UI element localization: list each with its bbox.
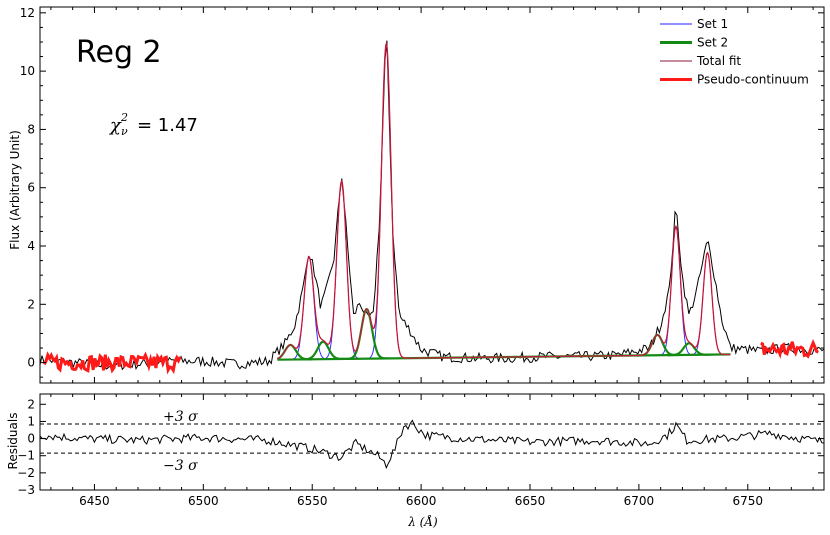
chi2-superscript: 2 — [120, 111, 128, 124]
plus-3sigma-label: +3 σ — [163, 409, 198, 425]
set2-component-line-1 — [301, 340, 345, 361]
flux-y-tick-label: 6 — [27, 181, 35, 195]
residuals-y-tick-label: −3 — [17, 483, 35, 497]
chi2-subscript: ν — [121, 125, 128, 138]
x-tick-label: 6550 — [297, 494, 328, 508]
flux-axis-label: Flux (Arbitrary Unit) — [8, 130, 22, 249]
set1-component-line-2 — [364, 41, 408, 360]
flux-y-tick-label: 4 — [27, 239, 35, 253]
residuals-y-tick-label: 2 — [27, 397, 35, 411]
set1-component-line-1 — [319, 180, 364, 360]
legend-label: Pseudo-continuum — [697, 73, 809, 87]
flux-y-tick-label: 0 — [27, 356, 35, 370]
pseudo-continuum-right-line — [760, 339, 819, 360]
flux-y-tick-label: 10 — [20, 64, 35, 78]
set1-component-line-0 — [287, 256, 331, 361]
x-tick-label: 6450 — [79, 494, 110, 508]
wavelength-axis-label: λ (Å) — [407, 514, 438, 529]
observed-spectrum-line — [39, 40, 825, 371]
flux-y-tick-label: 8 — [27, 122, 35, 136]
reg-title: Reg 2 — [76, 35, 162, 70]
residuals-line — [39, 419, 825, 470]
total-fit-line — [277, 41, 731, 360]
x-tick-label: 6600 — [406, 494, 437, 508]
set1-component-line-3 — [654, 225, 698, 356]
legend-label: Set 2 — [697, 36, 728, 50]
legend-label: Set 1 — [697, 17, 728, 31]
residuals-y-tick-label: 0 — [27, 432, 35, 446]
residuals-y-tick-label: 1 — [27, 414, 35, 428]
legend: Set 1 Set 2 Total fit Pseudo-continuum — [660, 17, 809, 87]
flux-y-tick-label: 2 — [27, 297, 35, 311]
residuals-y-tick-label: −1 — [17, 449, 35, 463]
flux-y-tick-label: 12 — [20, 6, 35, 20]
residuals-frame — [39, 393, 825, 491]
set1-component-line-4 — [685, 251, 730, 356]
residuals-panel: 6450 6500 6550 6600 6650 6700 6750 −3 −2 −1 0 1 2 — [17, 393, 825, 508]
chi2-value: = 1.47 — [137, 115, 198, 136]
chi2-symbol: χ — [108, 115, 122, 136]
x-tick-label: 6700 — [624, 494, 655, 508]
legend-label: Total fit — [696, 54, 741, 68]
x-tick-label: 6750 — [733, 494, 764, 508]
chi2-label: χ — [108, 115, 122, 136]
pseudo-continuum-left-line — [43, 351, 182, 375]
x-tick-label: 6650 — [515, 494, 546, 508]
minus-3sigma-label: −3 σ — [163, 458, 198, 474]
total-fit-inner-line — [277, 42, 731, 360]
x-tick-label: 6500 — [188, 494, 219, 508]
residuals-y-tick-label: −2 — [17, 466, 35, 480]
flux-frame — [39, 6, 825, 384]
residuals-axis-label: Residuals — [6, 413, 20, 470]
